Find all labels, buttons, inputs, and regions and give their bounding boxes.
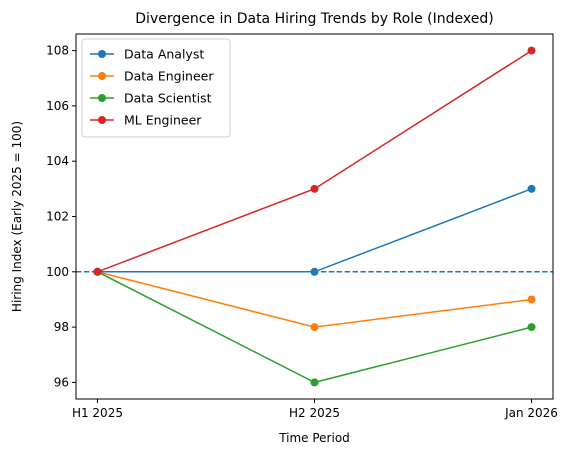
y-tick-label: 96 [54, 375, 69, 389]
series-layer [93, 46, 536, 387]
legend-item-data-engineer: Data Engineer [90, 69, 214, 84]
chart-title: Divergence in Data Hiring Trends by Role… [135, 11, 493, 27]
legend-label: Data Analyst [124, 47, 204, 62]
x-axis-ticks: H1 2025 H2 2025 Jan 2026 [72, 399, 558, 420]
data-point-ml-engineer-2 [527, 46, 536, 55]
series-data-analyst [93, 184, 536, 276]
legend-label: Data Scientist [124, 91, 212, 106]
data-point-data-engineer-1 [310, 323, 319, 332]
y-tick-label: 102 [46, 210, 69, 224]
data-point-data-analyst-2 [527, 184, 536, 193]
legend-item-ml-engineer: ML Engineer [90, 113, 202, 128]
y-tick-label: 100 [46, 265, 69, 279]
legend: Data Analyst Data Engineer Data Scientist M… [81, 38, 231, 138]
y-tick-label: 106 [46, 99, 69, 113]
series-data-engineer [93, 267, 536, 332]
y-axis-label: Hiring Index (Early 2025 = 100) [10, 121, 24, 312]
x-tick-label: H1 2025 [72, 406, 123, 420]
series-line-data-analyst [97, 188, 532, 273]
data-point-data-scientist-2 [527, 323, 536, 332]
legend-swatch-marker [98, 94, 106, 102]
x-axis-label: Time Period [278, 431, 350, 445]
series-ml-engineer [93, 46, 536, 276]
legend-label: ML Engineer [124, 113, 202, 128]
legend-swatch-marker [98, 50, 106, 58]
legend-box [81, 38, 231, 138]
x-tick-label: Jan 2026 [504, 406, 558, 420]
y-tick-label: 98 [54, 320, 69, 334]
y-tick-label: 108 [46, 44, 69, 58]
y-tick-label: 104 [46, 154, 69, 168]
data-point-data-engineer-2 [527, 295, 536, 304]
legend-swatch-marker [98, 116, 106, 124]
data-point-ml-engineer-1 [310, 184, 319, 193]
series-line-data-engineer [97, 271, 532, 328]
data-point-data-analyst-1 [310, 267, 319, 276]
y-axis-ticks: 96 98 100 102 104 106 108 [46, 44, 76, 389]
legend-item-data-analyst: Data Analyst [90, 47, 204, 62]
data-point-data-scientist-1 [310, 378, 319, 387]
x-tick-label: H2 2025 [289, 406, 340, 420]
data-point-ml-engineer-0 [93, 267, 102, 276]
legend-item-data-scientist: Data Scientist [90, 91, 212, 106]
legend-swatch-marker [98, 72, 106, 80]
legend-label: Data Engineer [124, 69, 214, 84]
